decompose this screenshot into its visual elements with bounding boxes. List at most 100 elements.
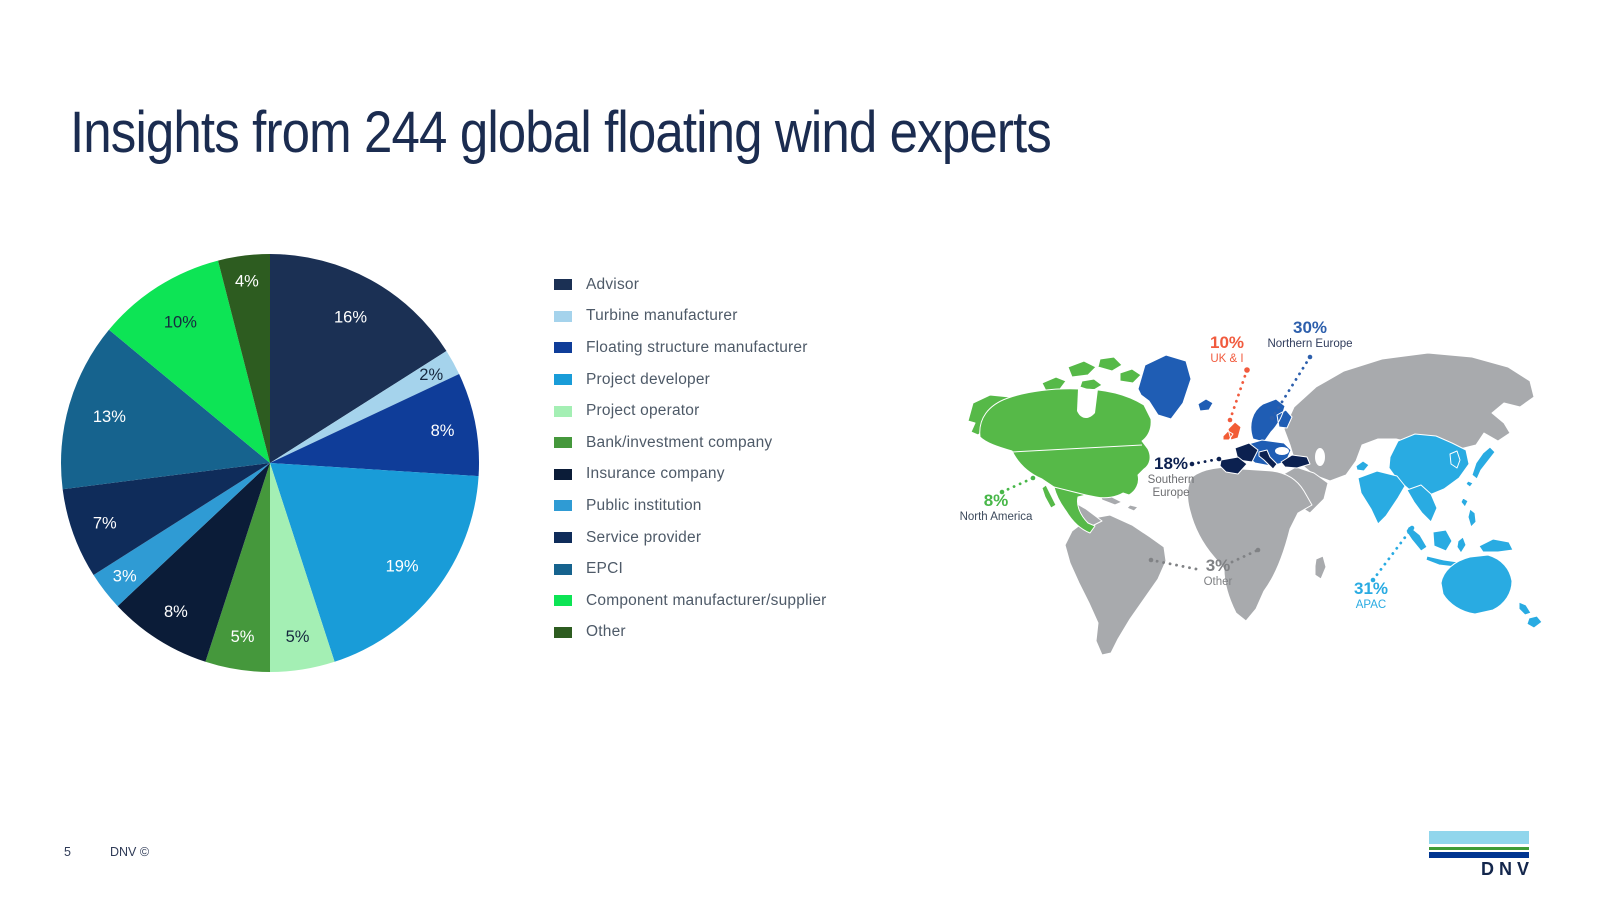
logo-wordmark: DNV <box>1480 859 1534 879</box>
legend-item: Public institution <box>554 490 827 522</box>
map-caspian-sea <box>1315 448 1325 466</box>
map-region-south-america <box>1064 514 1167 656</box>
pie-slice-other <box>218 254 270 463</box>
map-region-africa <box>1187 466 1313 622</box>
leader-line-uk-i <box>1228 368 1249 422</box>
pie-slice-label: 4% <box>235 272 259 290</box>
pie-slice-component-manufacturer-supplier <box>108 260 271 463</box>
world-map <box>967 352 1543 656</box>
pie-slice-public-institution <box>93 463 270 607</box>
pie-slice-label: 16% <box>334 308 367 326</box>
legend-label: Public institution <box>586 496 702 514</box>
leader-line-northern-europe <box>1270 355 1312 420</box>
map-region-japan <box>1465 446 1496 488</box>
legend-item: Service provider <box>554 522 827 554</box>
leader-dot <box>1255 547 1261 553</box>
logo-bar-lightblue <box>1429 831 1529 844</box>
legend-label: Project operator <box>586 402 700 420</box>
leader-dot <box>1409 525 1415 531</box>
map-region-korea <box>1449 450 1461 469</box>
legend-swatch <box>554 374 572 386</box>
leader-dot <box>1227 417 1233 423</box>
legend-swatch <box>554 532 572 544</box>
legend-swatch <box>554 437 572 449</box>
map-label-apac: 31% APAC <box>1354 579 1388 612</box>
legend-label: Component manufacturer/supplier <box>586 591 827 609</box>
leader-dot <box>999 489 1005 495</box>
region-name: Other <box>1203 575 1233 588</box>
region-name: Northern Europe <box>1267 337 1353 350</box>
pie-legend: Advisor Turbine manufacturer Floating stru… <box>554 269 827 648</box>
pie-chart-container: 16% 2% 8% 19% 5% 5% 8% 3% 7% 13% 10% 4% <box>58 251 482 675</box>
pie-slice-project-developer <box>270 463 479 662</box>
leader-line-southern-europe <box>1190 457 1221 466</box>
legend-label: Project developer <box>586 370 711 388</box>
pie-slice-advisor <box>270 254 447 463</box>
legend-label: Advisor <box>586 275 640 293</box>
legend-item: Turbine manufacturer <box>554 301 827 333</box>
legend-swatch <box>554 500 572 512</box>
page-number: 5 <box>64 845 71 859</box>
legend-item: Advisor <box>554 269 827 301</box>
map-region-new-zealand <box>1518 601 1543 629</box>
map-region-russia-asia <box>1283 352 1535 482</box>
map-region-baja <box>1041 484 1057 509</box>
pie-slice-label: 7% <box>93 514 117 532</box>
region-percent: 10% <box>1209 333 1245 352</box>
pie-slice-epci <box>61 329 271 490</box>
leader-line-north-america <box>1000 476 1035 494</box>
region-percent: 8% <box>983 491 1009 510</box>
legend-item: Bank/investment company <box>554 427 827 459</box>
map-region-iceland <box>1197 398 1214 412</box>
region-percent: 30% <box>1292 318 1328 337</box>
legend-swatch <box>554 342 572 354</box>
map-label-other: 3% Other <box>1204 556 1233 589</box>
pie-slice-insurance-company <box>117 463 271 662</box>
legend-swatch <box>554 595 572 607</box>
leader-dot <box>1148 557 1154 563</box>
legend-label: Floating structure manufacturer <box>586 338 808 356</box>
map-region-indonesia <box>1405 525 1467 568</box>
legend-label: Turbine manufacturer <box>586 307 738 325</box>
leader-dot <box>1244 367 1250 373</box>
region-name: APAC <box>1355 598 1387 611</box>
legend-label: EPCI <box>586 560 623 578</box>
legend-swatch <box>554 310 572 322</box>
legend-swatch <box>554 626 572 638</box>
legend-swatch <box>554 405 572 417</box>
map-hudson-bay <box>1077 389 1098 419</box>
pie-slice-bank-investment-company <box>205 463 270 672</box>
pie-slice-label: 3% <box>113 567 137 585</box>
legend-label: Bank/investment company <box>586 433 773 451</box>
leader-dot <box>1307 354 1313 360</box>
pie-slice-label: 2% <box>419 366 443 384</box>
map-region-madagascar <box>1314 555 1327 580</box>
map-region-uk-ireland <box>1222 421 1242 441</box>
leader-line-apac <box>1371 526 1414 582</box>
legend-item: Insurance company <box>554 459 827 491</box>
pie-slice-floating-structure-manufacturer <box>270 374 480 477</box>
pie-slice-project-operator <box>270 463 335 672</box>
page-title: Insights from 244 global floating wind e… <box>70 99 1052 165</box>
map-black-sea <box>1275 447 1289 455</box>
copyright-text: DNV © <box>110 845 150 859</box>
map-label-north-america: 8% North America <box>960 491 1033 524</box>
legend-swatch <box>554 279 572 291</box>
map-region-turkey <box>1280 454 1311 469</box>
legend-swatch <box>554 468 572 480</box>
leader-line-other-east <box>1230 548 1260 564</box>
map-region-southeast-asia <box>1406 484 1438 523</box>
legend-item: Floating structure manufacturer <box>554 332 827 364</box>
pie-slice-label: 5% <box>231 628 255 646</box>
legend-swatch <box>554 563 572 575</box>
logo-bar-darkblue <box>1429 852 1529 858</box>
logo-bar-green <box>1429 847 1529 850</box>
map-region-india <box>1357 470 1406 525</box>
map-region-taiwan-philippines <box>1460 497 1477 528</box>
pie-slice-service-provider <box>62 463 271 575</box>
map-region-australia <box>1440 554 1513 615</box>
legend-item: Project operator <box>554 395 827 427</box>
map-region-greenland <box>1137 354 1192 420</box>
legend-label: Other <box>586 623 626 641</box>
